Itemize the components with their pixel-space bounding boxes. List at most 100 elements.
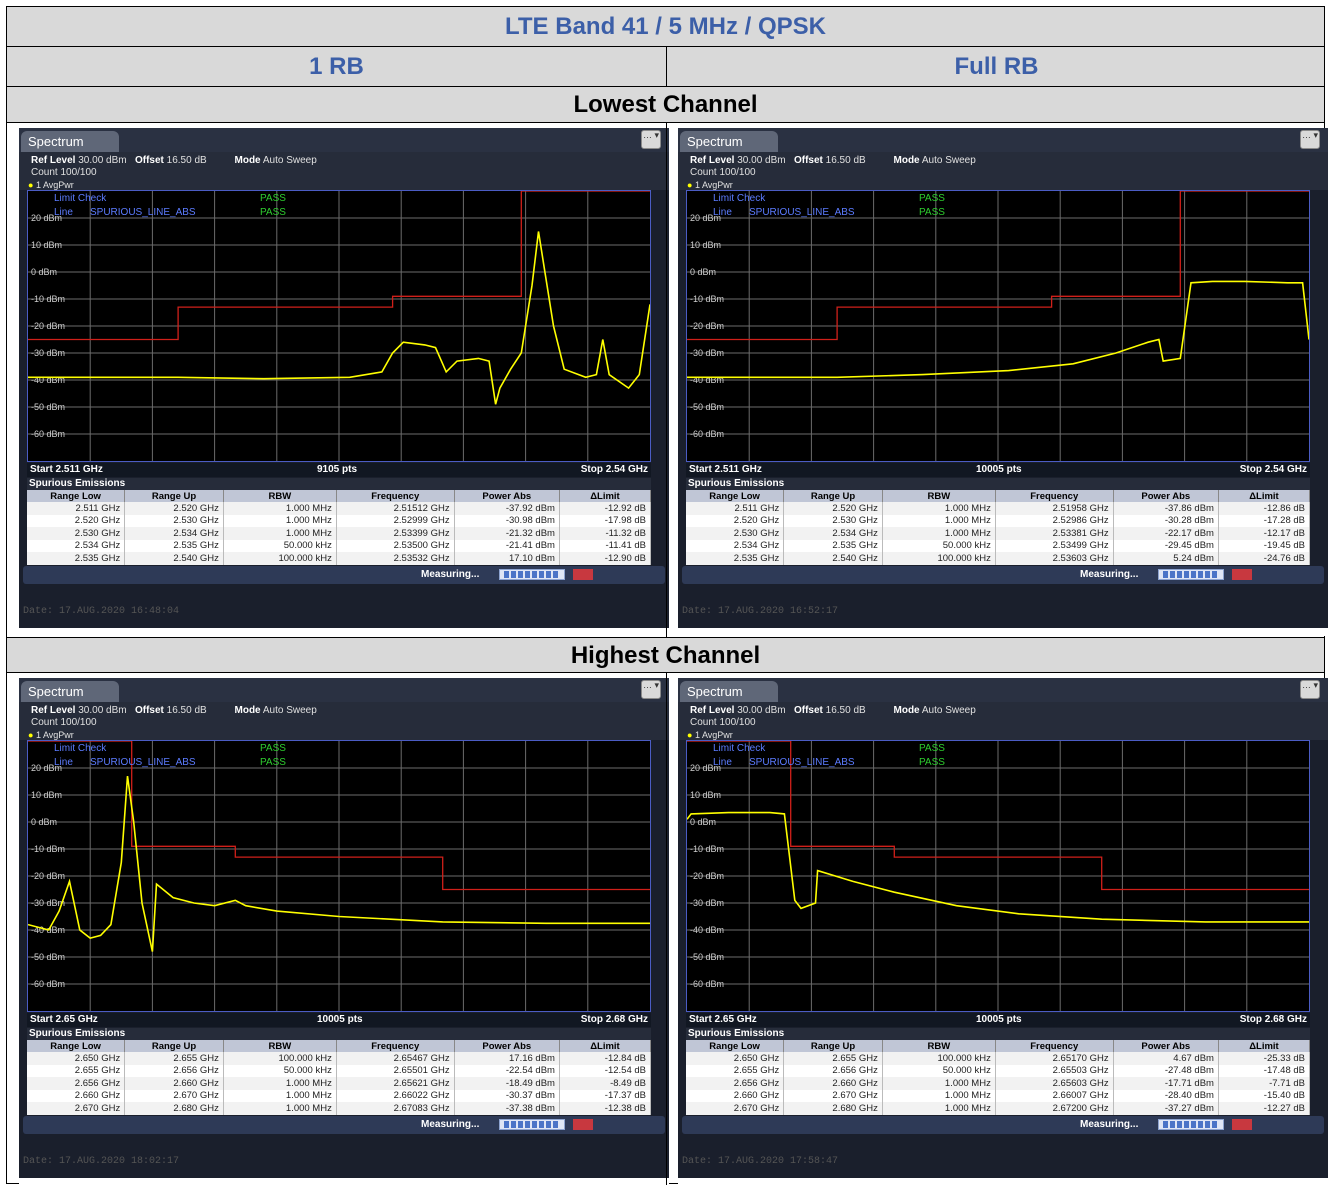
- tab-spectrum[interactable]: Spectrum: [680, 681, 778, 702]
- y-tick-label: -40 dBm: [31, 375, 65, 385]
- progress-segment: [518, 1121, 523, 1128]
- table-row: 2.655 GHz 2.656 GHz 50.000 kHz 2.65503 GHz -…: [686, 1064, 1311, 1077]
- trace-name: 1 AvgPwr: [694, 730, 733, 740]
- table-cell: 2.53499 GHz: [995, 539, 1114, 552]
- table-cell: 50.000 kHz: [882, 539, 996, 552]
- offset-label: Offset: [793, 705, 823, 716]
- table-cell: -11.41 dB: [559, 539, 652, 552]
- table-cell: -17.98 dB: [559, 514, 652, 527]
- y-tick-label: -30 dBm: [31, 348, 65, 358]
- table-cell: -22.54 dBm: [454, 1064, 560, 1077]
- y-tick-label: -20 dBm: [31, 321, 65, 331]
- pass-label: PASS: [260, 207, 286, 218]
- progress-segment: [1198, 1121, 1203, 1128]
- table-cell: 2.656 GHz: [686, 1077, 785, 1090]
- trace-label: ● 1 AvgPwr: [687, 730, 733, 740]
- trace-name: 1 AvgPwr: [35, 180, 74, 190]
- limit-line: [28, 741, 650, 891]
- line-name-label: SPURIOUS_LINE_ABS: [90, 207, 196, 218]
- table-cell: -12.84 dB: [559, 1052, 652, 1065]
- table-row: 2.530 GHz 2.534 GHz 1.000 MHz 2.53381 GHz -2…: [686, 527, 1311, 540]
- table-header-cell: RBW: [223, 490, 337, 502]
- y-tick-label: 20 dBm: [31, 213, 62, 223]
- table-cell: 2.520 GHz: [124, 502, 224, 515]
- table-header-cell: Range Low: [686, 490, 785, 502]
- ref-level-value: 30.00 dBm: [78, 705, 127, 716]
- table-header-row: Range Low Range Up RBW Frequency Power Abs ΔL…: [27, 1040, 652, 1052]
- screenshot-lowest-1rb: Spectrum … ▾ Ref Level 30.00 dBm Offset 16…: [19, 128, 669, 636]
- table-cell: 2.650 GHz: [686, 1052, 785, 1065]
- table-header-row: Range Low Range Up RBW Frequency Power Abs ΔL…: [686, 490, 1311, 502]
- menu-icon[interactable]: … ▾: [1300, 130, 1320, 149]
- measuring-text: Measuring...: [421, 569, 480, 580]
- y-tick-label: -50 dBm: [690, 402, 724, 412]
- table-header-cell: Power Abs: [1113, 1040, 1219, 1052]
- progress-segment: [1170, 1121, 1175, 1128]
- capture-date: Date: 17.AUG.2020 16:48:04: [23, 606, 180, 617]
- spectrum-svg: 20 dBm 10 dBm 0 dBm -10 dBm -20 dBm -30 dBm -4…: [687, 741, 1309, 1011]
- menu-icon[interactable]: … ▾: [641, 130, 661, 149]
- line-name-label: SPURIOUS_LINE_ABS: [749, 207, 855, 218]
- analyzer-window: Spectrum … ▾ Ref Level 30.00 dBm Offset 16…: [19, 128, 669, 628]
- progress-segment: [511, 571, 516, 578]
- tab-spectrum[interactable]: Spectrum: [680, 131, 778, 152]
- table-cell: 2.655 GHz: [686, 1064, 785, 1077]
- table-cell: 1.000 MHz: [223, 527, 337, 540]
- table-header-cell: RBW: [882, 490, 996, 502]
- table-header-cell: Frequency: [995, 490, 1114, 502]
- table-cell: 2.65503 GHz: [995, 1064, 1114, 1077]
- progress-segment: [518, 571, 523, 578]
- axis-info: Start 2.65 GHz 10005 pts Stop 2.68 GHz: [27, 1013, 651, 1027]
- progress-indicator: [499, 569, 565, 580]
- tab-bar: Spectrum … ▾: [19, 128, 669, 152]
- table-cell: 2.660 GHz: [783, 1077, 883, 1090]
- y-tick-label: 10 dBm: [31, 240, 62, 250]
- table-cell: 2.534 GHz: [686, 539, 785, 552]
- table-row: 2.650 GHz 2.655 GHz 100.000 kHz 2.65170 GHz…: [686, 1052, 1311, 1065]
- table-cell: -37.86 dBm: [1113, 502, 1219, 515]
- table-cell: 5.24 dBm: [1113, 552, 1219, 565]
- settings-line: Ref Level 30.00 dBm Offset 16.50 dB Mode…: [690, 155, 984, 166]
- menu-icon[interactable]: … ▾: [641, 680, 661, 699]
- progress-segment: [1170, 571, 1175, 578]
- table-cell: -37.27 dBm: [1113, 1102, 1219, 1115]
- trace-name: 1 AvgPwr: [35, 730, 74, 740]
- table-cell: -22.17 dBm: [1113, 527, 1219, 540]
- divider: [666, 123, 667, 637]
- table-cell: 2.67200 GHz: [995, 1102, 1114, 1115]
- trace-dot-icon: ●: [687, 180, 695, 190]
- table-cell: 4.67 dBm: [1113, 1052, 1219, 1065]
- tab-spectrum[interactable]: Spectrum: [21, 681, 119, 702]
- column-header-fullrb: Full RB: [954, 53, 1039, 80]
- table-cell: -11.32 dB: [559, 527, 652, 540]
- table-header-cell: Range Up: [124, 490, 224, 502]
- table-cell: -28.40 dBm: [1113, 1089, 1219, 1102]
- table-cell: 2.511 GHz: [27, 502, 126, 515]
- progress-segment: [1191, 1121, 1196, 1128]
- table-cell: -12.92 dB: [559, 502, 652, 515]
- table-header-cell: Frequency: [995, 1040, 1114, 1052]
- table-row: 2.655 GHz 2.656 GHz 50.000 kHz 2.65501 GHz -…: [27, 1064, 652, 1077]
- analyzer-window: Spectrum … ▾ Ref Level 30.00 dBm Offset 16…: [19, 678, 669, 1178]
- limit-check-label: Limit Check: [54, 743, 107, 754]
- tab-spectrum[interactable]: Spectrum: [21, 131, 119, 152]
- spectrum-plot: 20 dBm 10 dBm 0 dBm -10 dBm -20 dBm -30 dBm -4…: [27, 190, 651, 462]
- progress-segment: [504, 571, 509, 578]
- table-cell: 1.000 MHz: [882, 1102, 996, 1115]
- table-cell: 2.680 GHz: [783, 1102, 883, 1115]
- stop-frequency: Stop 2.54 GHz: [1239, 464, 1307, 475]
- table-cell: 2.65467 GHz: [336, 1052, 455, 1065]
- limit-line: [687, 191, 1309, 341]
- ref-level-label: Ref Level: [31, 705, 76, 716]
- limit-check-label: Limit Check: [54, 193, 107, 204]
- menu-icon[interactable]: … ▾: [1300, 680, 1320, 699]
- table-row: 2.660 GHz 2.670 GHz 1.000 MHz 2.66022 GHz -3…: [27, 1089, 652, 1102]
- table-cell: -30.28 dBm: [1113, 514, 1219, 527]
- table-cell: 2.520 GHz: [686, 514, 785, 527]
- table-header-cell: RBW: [882, 1040, 996, 1052]
- y-tick-label: -60 dBm: [31, 979, 65, 989]
- screenshot-highest-fullrb: Spectrum … ▾ Ref Level 30.00 dBm Offset 16…: [678, 678, 1328, 1184]
- table-cell: 2.655 GHz: [783, 1052, 883, 1065]
- mode-value: Auto Sweep: [262, 155, 317, 166]
- divider: [666, 47, 667, 87]
